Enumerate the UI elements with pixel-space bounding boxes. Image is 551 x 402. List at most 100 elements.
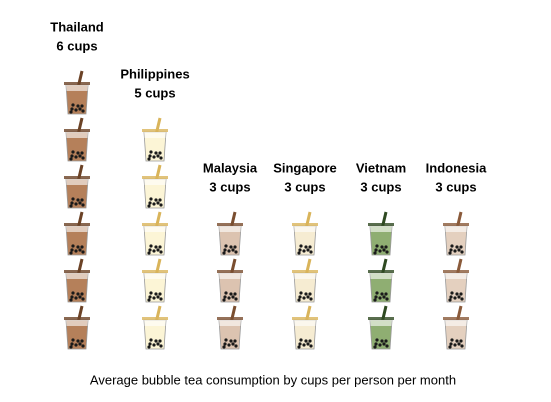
cup (443, 258, 469, 303)
cup (142, 164, 168, 209)
pearl (299, 291, 303, 295)
pearl (223, 248, 227, 252)
pearl (449, 342, 453, 346)
pearl (71, 197, 75, 201)
pearl (149, 338, 153, 342)
lid (292, 223, 318, 226)
pearl (158, 151, 162, 155)
cup-glass (66, 273, 88, 279)
pearl (384, 339, 388, 343)
cup-glass (144, 320, 166, 326)
cup-glass (144, 226, 166, 232)
pearl (78, 201, 82, 205)
pearl (309, 297, 313, 301)
pearl (382, 342, 386, 346)
category-label: Philippines (120, 66, 189, 81)
pearl (78, 342, 82, 346)
pearl (81, 156, 85, 160)
pearl (450, 338, 454, 342)
pearl (76, 198, 80, 202)
pearl (80, 151, 84, 155)
lid (64, 270, 90, 273)
pearl (229, 245, 233, 249)
pearl (154, 245, 158, 249)
pearl (78, 295, 82, 299)
pearl (80, 339, 84, 343)
pearl (154, 151, 158, 155)
pearl (80, 292, 84, 296)
pearl (309, 344, 313, 348)
pearl (149, 150, 153, 154)
cup (64, 70, 90, 115)
pearl (147, 251, 151, 255)
pearl (302, 296, 306, 300)
value-label: 5 cups (134, 85, 175, 100)
pearl (384, 292, 388, 296)
category-label: Indonesia (426, 160, 487, 175)
pearl (159, 250, 163, 254)
pearl (448, 298, 452, 302)
value-label: 6 cups (56, 38, 97, 53)
pearl (158, 198, 162, 202)
pearl (152, 296, 156, 300)
pearl (382, 295, 386, 299)
pearl (453, 249, 457, 253)
pearl (459, 292, 463, 296)
cup (368, 211, 394, 256)
pearl (147, 345, 151, 349)
pearl (70, 107, 74, 111)
pearl (309, 250, 313, 254)
cup (142, 117, 168, 162)
pearl (156, 248, 160, 252)
cup-glass (370, 226, 392, 232)
cup (368, 305, 394, 350)
cup-glass (445, 320, 467, 326)
pearl (159, 344, 163, 348)
pearl (308, 292, 312, 296)
cup (142, 258, 168, 303)
pearl (148, 248, 152, 252)
pearl (308, 245, 312, 249)
pearl (385, 297, 389, 301)
pearl (298, 342, 302, 346)
pearl (69, 157, 73, 161)
pearl (74, 155, 78, 159)
pearl (449, 295, 453, 299)
cup-glass (66, 226, 88, 232)
pearl (69, 298, 73, 302)
pearl (156, 201, 160, 205)
pearl (224, 338, 228, 342)
pearl (71, 150, 75, 154)
pearl (158, 245, 162, 249)
pearl (459, 339, 463, 343)
pearl (448, 345, 452, 349)
pearl (70, 248, 74, 252)
pearl (147, 298, 151, 302)
pearl (299, 244, 303, 248)
pearl (373, 345, 377, 349)
cup-glass (66, 85, 88, 91)
pearl (455, 339, 459, 343)
pearl (76, 292, 80, 296)
cup (64, 117, 90, 162)
pearl (375, 244, 379, 248)
cup (443, 305, 469, 350)
lid (142, 129, 168, 132)
pearl (297, 251, 301, 255)
pearl (380, 339, 384, 343)
pearl (152, 249, 156, 253)
pearl (69, 251, 73, 255)
lid (64, 82, 90, 85)
pearl (457, 342, 461, 346)
pearl (71, 338, 75, 342)
pearl (222, 298, 226, 302)
cup (64, 258, 90, 303)
pearl (384, 245, 388, 249)
pearl (304, 245, 308, 249)
pearl (76, 151, 80, 155)
lid (368, 223, 394, 226)
pearl (374, 248, 378, 252)
lid (64, 317, 90, 320)
